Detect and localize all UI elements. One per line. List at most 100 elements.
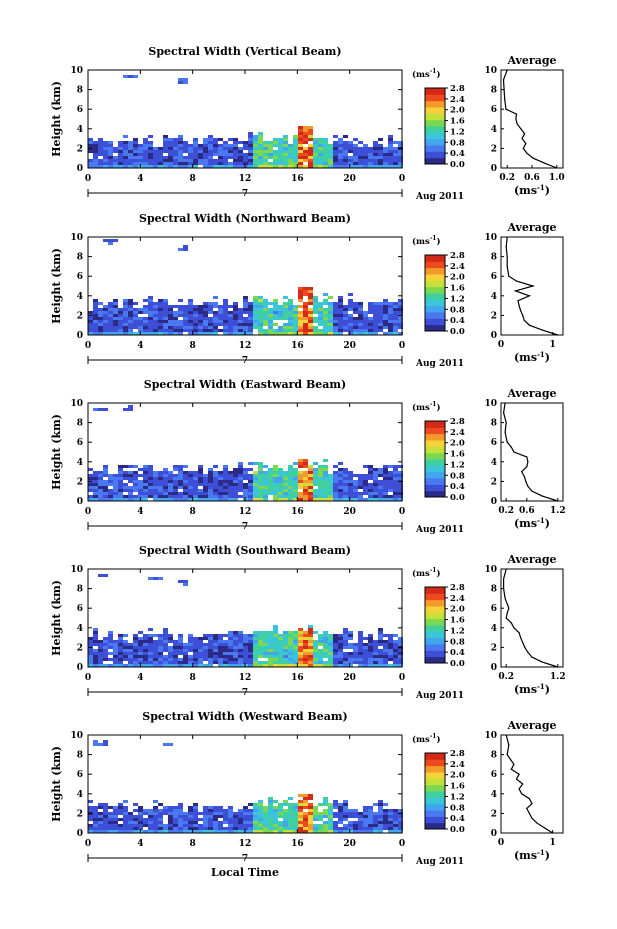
heatmap-cell	[343, 628, 348, 631]
average-profile-point	[516, 123, 518, 125]
average-profile-line	[505, 734, 554, 834]
heatmap-cell	[338, 162, 343, 165]
average-unit: (ms-1)	[514, 350, 550, 364]
heatmap-cell	[378, 311, 383, 314]
average-profile-point	[502, 578, 505, 580]
heatmap-cell	[108, 631, 113, 634]
heatmap-cell	[268, 323, 273, 326]
heatmap-cell	[268, 144, 273, 147]
heatmap-cell	[248, 661, 253, 664]
heatmap-cell	[388, 658, 393, 661]
heatmap-cell	[93, 818, 98, 821]
heatmap-cell	[283, 652, 288, 655]
heatmap-cell	[238, 827, 243, 830]
heatmap-cell	[148, 634, 153, 637]
heatmap-cell	[373, 655, 378, 658]
heatmap-cell	[353, 827, 358, 830]
heatmap-cell	[183, 147, 188, 150]
heatmap-cell	[188, 489, 193, 492]
heatmap-cell	[288, 806, 293, 809]
heatmap-cell	[363, 150, 368, 153]
heatmap-cell	[223, 320, 228, 323]
heatmap-cell	[263, 824, 268, 827]
colorbar-segment	[425, 822, 445, 830]
heatmap-cell	[228, 311, 233, 314]
heatmap-cell	[113, 827, 118, 830]
heatmap-cell	[303, 150, 308, 153]
heatmap-cell	[118, 652, 123, 655]
heatmap-cell	[268, 326, 273, 329]
heatmap-cell	[143, 162, 148, 165]
heatmap-cell	[393, 634, 398, 637]
colorbar-segment	[425, 484, 445, 492]
heatmap-cell	[303, 495, 308, 498]
heatmap-cell	[368, 495, 373, 498]
heatmap-cell	[273, 815, 278, 818]
heatmap-cell	[293, 803, 298, 806]
heatmap-cell	[333, 317, 338, 320]
heatmap-cell	[363, 323, 368, 326]
heatmap-cell	[128, 162, 133, 165]
heatmap-cell	[198, 332, 203, 335]
heatmap-cell	[118, 498, 123, 501]
colorbar-tick-label: 1.6	[450, 117, 465, 127]
heatmap-cell	[308, 818, 313, 821]
heatmap-cell	[88, 165, 93, 168]
colorbar-segment	[425, 803, 445, 811]
heatmap-cell	[123, 634, 128, 637]
heatmap-cell	[358, 492, 363, 495]
avg-y-tick-label: 0	[491, 829, 497, 839]
heatmap-cell	[183, 658, 188, 661]
y-tick-label: 6	[77, 770, 83, 780]
heatmap-cell	[173, 806, 178, 809]
heatmap-cell	[288, 162, 293, 165]
heatmap-cell	[158, 326, 163, 329]
heatmap-cell	[143, 640, 148, 643]
heatmap-cell	[93, 486, 98, 489]
heatmap-cell	[123, 824, 128, 827]
heatmap-cell	[93, 329, 98, 332]
colorbar-segment	[425, 631, 445, 639]
heatmap-cell	[278, 658, 283, 661]
heatmap-cell	[313, 815, 318, 818]
heatmap-cell	[153, 486, 158, 489]
heatmap-cell	[163, 305, 168, 308]
heatmap-cell	[178, 492, 183, 495]
heatmap-cell	[288, 299, 293, 302]
heatmap-cell	[393, 468, 398, 471]
heatmap-cell	[163, 489, 168, 492]
heatmap-cell	[363, 658, 368, 661]
heatmap-cell	[263, 480, 268, 483]
heatmap-cell	[253, 649, 258, 652]
heatmap-cell	[203, 809, 208, 812]
heatmap-cell	[358, 162, 363, 165]
heatmap-cell	[263, 806, 268, 809]
heatmap-cell	[233, 489, 238, 492]
colorbar-segment	[425, 637, 445, 645]
heatmap-cell	[313, 311, 318, 314]
heatmap-cell	[308, 821, 313, 824]
heatmap-cell	[248, 821, 253, 824]
heatmap-cell	[178, 320, 183, 323]
heatmap-cell	[138, 326, 143, 329]
colorbar-tick-label: 0.8	[450, 637, 465, 647]
heatmap-cell	[108, 830, 113, 833]
heatmap-cell	[303, 465, 308, 468]
heatmap-cell	[298, 634, 303, 637]
heatmap-cell	[108, 332, 113, 335]
heatmap-cell	[238, 311, 243, 314]
average-profile-point	[521, 793, 523, 795]
average-profile-point	[510, 446, 512, 448]
heatmap-cell	[163, 809, 168, 812]
heatmap-cell	[348, 326, 353, 329]
heatmap-cell	[278, 824, 283, 827]
heatmap-cell	[253, 483, 258, 486]
heatmap-cell	[263, 812, 268, 815]
heatmap-cell	[333, 474, 338, 477]
heatmap-cell	[378, 156, 383, 159]
heatmap-cell	[398, 489, 403, 492]
average-profile-point	[522, 783, 524, 785]
day-label: 7	[242, 522, 248, 532]
heatmap-cell	[218, 821, 223, 824]
heatmap-cell	[128, 664, 133, 667]
